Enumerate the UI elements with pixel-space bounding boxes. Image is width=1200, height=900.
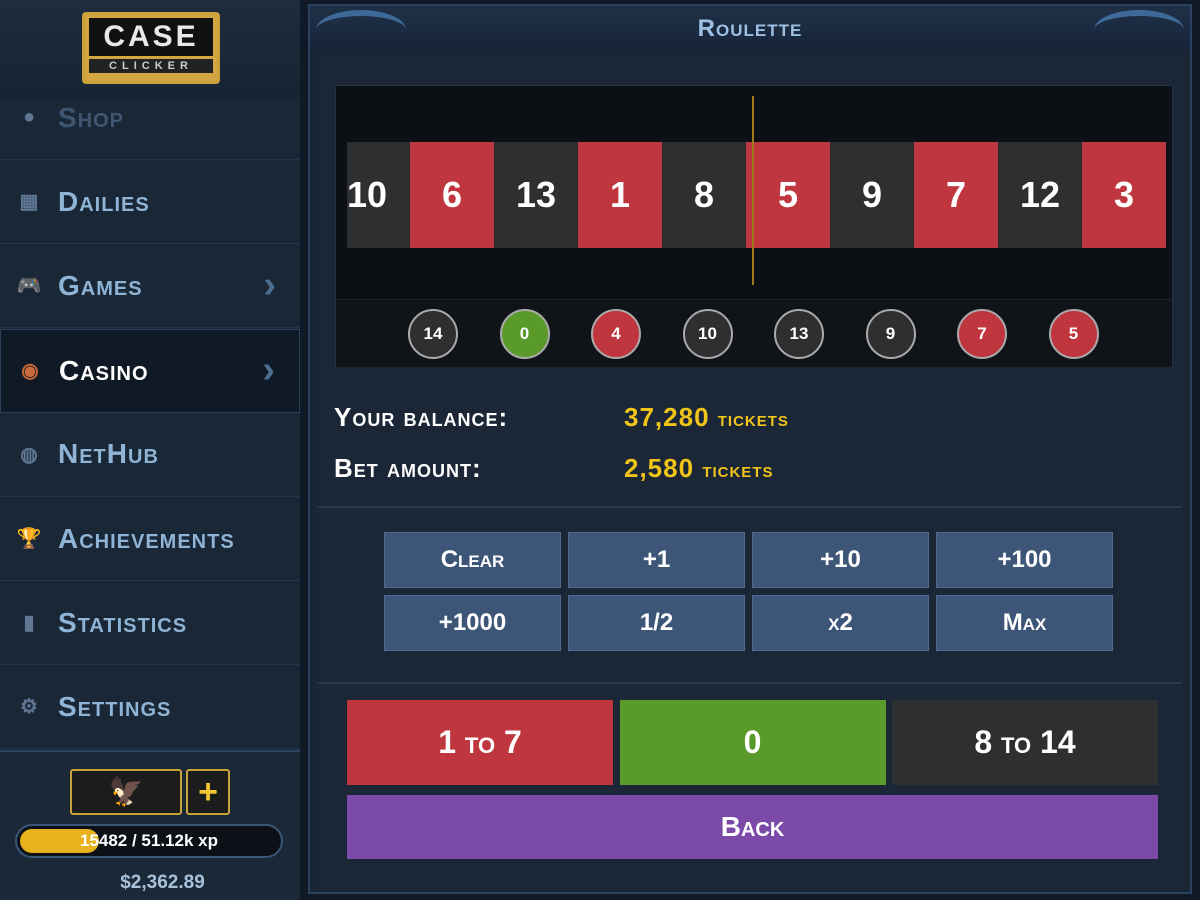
sidebar-item-label: Casino (59, 354, 149, 386)
roulette-cell: 7 (914, 142, 998, 248)
gamepad-icon: 🎮 (16, 275, 42, 298)
roulette-cell: 8 (662, 142, 746, 248)
xp-text: 15482 / 51.12k xp (79, 831, 218, 850)
trophy-icon: 🏆 (16, 528, 42, 550)
title-bar: Roulette (310, 6, 1190, 50)
history-result: 9 (865, 309, 916, 359)
bet-row: Bet amount: 2,580 tickets (334, 453, 772, 484)
history-result: 13 (774, 309, 824, 359)
bet-button-2[interactable]: 8 to 14 (892, 700, 1158, 785)
sidebar-item-label: Games (58, 269, 143, 301)
balance-value: 37,280 (624, 402, 710, 432)
logo-text: CASE (89, 18, 213, 56)
amount-button-10[interactable]: +10 (752, 532, 929, 588)
sidebar-item-casino[interactable]: ◉ Casino › (0, 328, 300, 413)
sidebar-item-settings[interactable]: ⚙ Settings (0, 665, 300, 750)
left-wing-ornament (316, 10, 406, 50)
history-result: 0 (499, 309, 550, 359)
sidebar-item-statistics[interactable]: ▮ Statistics (0, 581, 300, 666)
bet-button-0[interactable]: 1 to 7 (347, 700, 613, 785)
amount-button-max[interactable]: Max (936, 595, 1113, 651)
sidebar-item-label: NetHub (58, 438, 159, 470)
sidebar-item-shop[interactable]: ● Shop (0, 76, 300, 160)
xp-fill (20, 829, 99, 853)
roulette-cell: 1 (578, 142, 662, 248)
page-title: Roulette (697, 15, 803, 42)
sidebar-item-label: Dailies (58, 185, 150, 217)
bet-label: Bet amount: (334, 453, 482, 483)
calendar-icon: ▦ (19, 191, 39, 214)
logo-subtext: CLICKER (89, 59, 213, 73)
sidebar-item-nethub[interactable]: ◍ NetHub (0, 413, 300, 497)
right-wing-ornament (1094, 10, 1184, 50)
divider (318, 682, 1182, 684)
rank-eagle-icon[interactable]: 🦅 (70, 769, 182, 815)
sidebar-item-achievements[interactable]: 🏆 Achievements (0, 497, 300, 581)
history-row: 14 0 4 10 13 9 7 5 (336, 299, 1172, 367)
balance-unit: tickets (717, 406, 789, 431)
chevron-right-icon: › (263, 264, 276, 307)
balance-row: Your balance: 37,280 tickets (334, 402, 788, 433)
xp-bar: 15482 / 51.12k xp (15, 824, 283, 858)
history-result: 14 (408, 309, 458, 359)
roulette-cell: 10 (347, 142, 410, 248)
divider (318, 506, 1182, 508)
bet-unit: tickets (702, 457, 774, 482)
gear-icon: ⚙ (20, 696, 38, 719)
chip-icon: ◉ (21, 360, 39, 383)
profile-panel: 🦅 + 15482 / 51.12k xp $2,362.89 (0, 750, 300, 900)
roulette-strip: 10 6 13 1 8 5 9 7 12 3 (347, 142, 1169, 248)
chevron-right-icon: › (262, 349, 275, 392)
roulette-wheel: 10 6 13 1 8 5 9 7 12 3 14 0 4 10 13 9 7 5 (335, 85, 1173, 367)
roulette-panel: Roulette 10 6 13 1 8 5 9 7 12 3 14 0 4 10 13 9 7 5 Your … (308, 4, 1192, 894)
logo: CASE CLICKER (0, 0, 300, 98)
roulette-cell: 6 (410, 142, 494, 248)
amount-button-100[interactable]: +100 (936, 532, 1113, 588)
circle-icon: ● (22, 106, 36, 128)
bet-value: 2,580 (624, 453, 695, 483)
bar-chart-icon: ▮ (23, 612, 35, 635)
history-result: 4 (591, 309, 641, 359)
case-clicker-logo: CASE CLICKER (82, 12, 220, 84)
sidebar-item-label: Statistics (58, 606, 188, 638)
history-result: 10 (682, 309, 733, 359)
balance-label: Your balance: (334, 402, 509, 432)
sidebar-item-label: Achievements (58, 522, 235, 554)
sidebar-item-dailies[interactable]: ▦ Dailies (0, 160, 300, 245)
sidebar-item-label: Settings (58, 690, 172, 722)
amount-button-1[interactable]: +1 (568, 532, 745, 588)
roulette-cell: 5 (746, 142, 830, 248)
roulette-marker (752, 96, 754, 285)
sidebar-item-games[interactable]: 🎮 Games › (0, 244, 300, 329)
sidebar: CASE CLICKER ● Shop ▦ Dailies 🎮 Games › ◉ Casino… (0, 0, 300, 900)
roulette-cell: 9 (830, 142, 914, 248)
globe-icon: ◍ (20, 443, 38, 466)
back-button[interactable]: Back (347, 795, 1158, 859)
history-result: 7 (957, 309, 1007, 359)
money-balance: $2,362.89 (120, 872, 205, 893)
roulette-cell: 12 (998, 142, 1082, 248)
amount-button-1000[interactable]: +1000 (384, 595, 561, 651)
plus-button[interactable]: + (186, 769, 230, 815)
amount-button-12[interactable]: 1/2 (568, 595, 745, 651)
sidebar-item-label: Shop (58, 101, 125, 133)
history-result: 5 (1048, 309, 1099, 359)
amount-button-x2[interactable]: x2 (752, 595, 929, 651)
roulette-cell: 3 (1082, 142, 1166, 248)
roulette-cell: 13 (494, 142, 578, 248)
bet-button-1[interactable]: 0 (619, 700, 886, 785)
amount-button-clear[interactable]: Clear (384, 532, 561, 588)
